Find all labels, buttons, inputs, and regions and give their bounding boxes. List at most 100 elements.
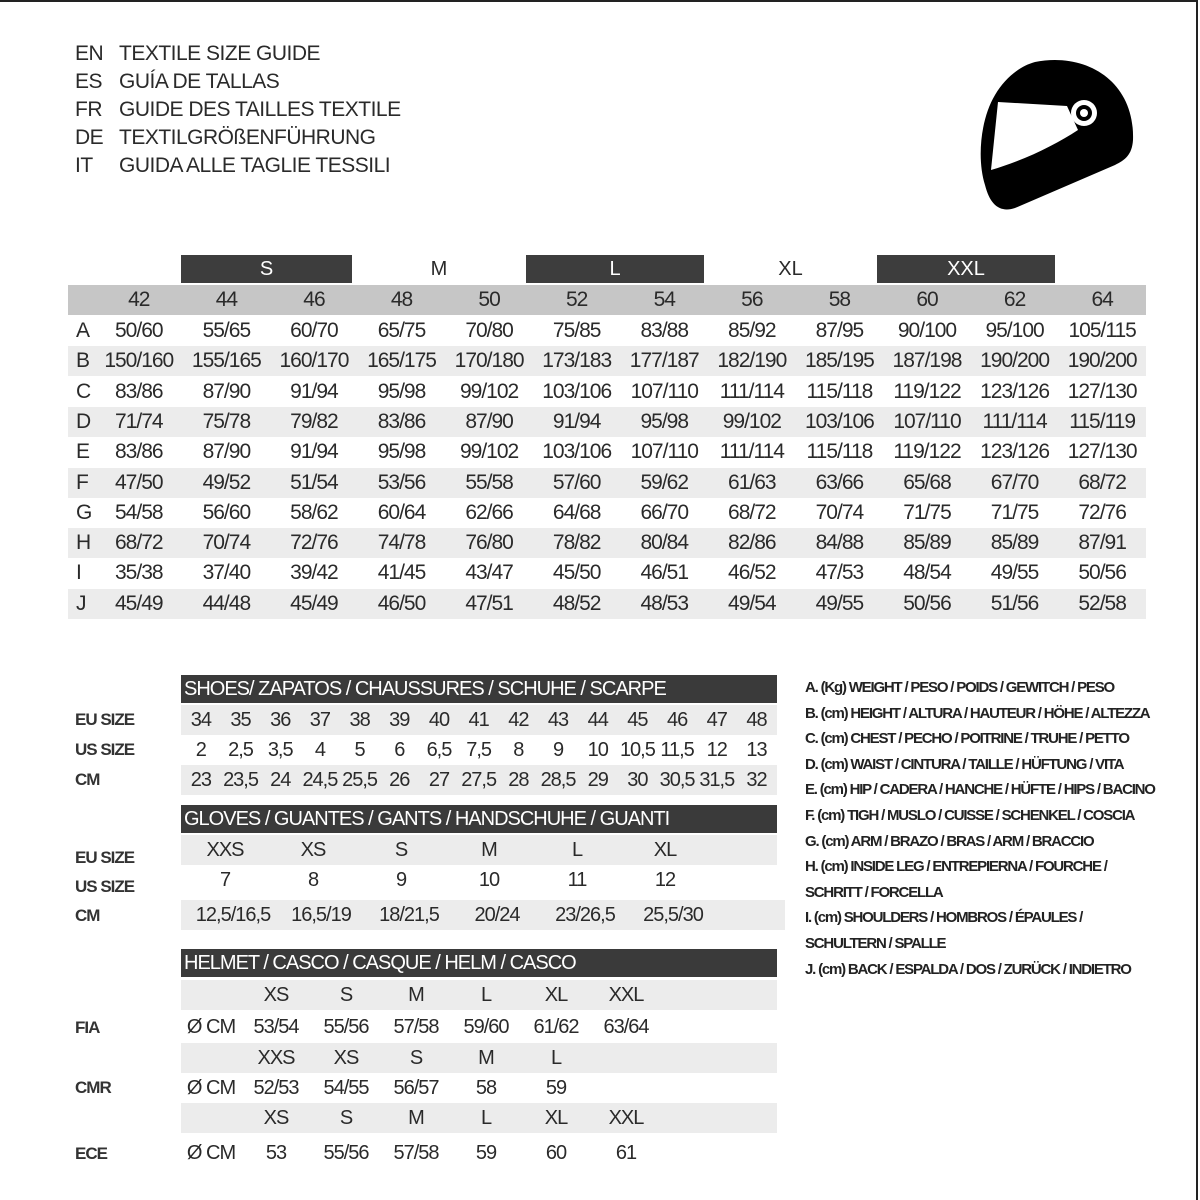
helmet-value: 56/57 (393, 1077, 439, 1099)
legend-line: J. (cm) BACK / ESPALDA / DOS / ZURÜCK / … (805, 960, 1132, 978)
legend-line: SCHULTERN / SPALLE (805, 934, 947, 952)
table-cell: 95/98 (640, 409, 689, 433)
table-cell: 119/122 (893, 379, 961, 403)
helmet-value: 55/56 (323, 1016, 369, 1038)
size-header: 60 (916, 288, 938, 311)
helmet-value: 57/58 (393, 1016, 439, 1038)
table-cell: 13 (746, 739, 767, 761)
gloves-row: XXS XS S M L XL (181, 835, 777, 865)
table-cell: 119/122 (893, 440, 961, 464)
table-cell: 84/88 (815, 531, 865, 555)
table-cell: 80/84 (640, 531, 689, 555)
title-text: GUIDA ALLE TAGLIE TESSILI (119, 154, 391, 177)
row-label: C (76, 379, 91, 403)
helmet-values-row: Ø CM 53 55/56 57/58 59 60 61 (181, 1138, 777, 1168)
table-cell: 173/183 (542, 349, 612, 373)
table-cell: 2 (195, 739, 207, 761)
table-cell: 64/68 (552, 500, 602, 524)
table-cell: 115/118 (806, 379, 874, 403)
spacer (181, 980, 241, 1010)
shoes-row: 34 35 36 37 38 39 40 41 42 43 44 45 46 47 48 (181, 705, 777, 735)
title-line: DE TEXTILGRÖßENFÜHRUNG (75, 124, 401, 152)
helmet-icon (980, 60, 1134, 210)
table-cell: 62/66 (465, 500, 514, 524)
table-cell: 35/38 (115, 561, 164, 585)
table-cell: 107/110 (630, 379, 699, 403)
size-header: 52 (566, 288, 588, 311)
table-cell: 10,5 (619, 739, 656, 761)
table-cell: 9 (552, 739, 564, 761)
size-header: 50 (478, 288, 500, 311)
helmet-value: 61 (615, 1142, 637, 1164)
row-label: F (76, 470, 89, 494)
shoes-row-label: US SIZE (75, 740, 135, 759)
helmet-size: XS (263, 1107, 290, 1129)
table-cell: 47/50 (115, 470, 164, 494)
title-text: GUIDE DES TAILLES TEXTILE (119, 98, 401, 121)
measurement-legend: A. (Kg) WEIGHT / PESO / POIDS / GEWITCH … (805, 675, 1156, 982)
table-cell: 30,5 (659, 769, 696, 791)
table-cell: 50/60 (115, 319, 164, 342)
size-header: 62 (1003, 288, 1026, 311)
table-cell: 24 (270, 769, 291, 791)
helmet-size: S (339, 984, 353, 1006)
helmet-value: 54/55 (323, 1077, 369, 1099)
table-cell: 47/53 (815, 561, 865, 585)
helmet-size: S (409, 1047, 423, 1069)
table-cell: 54/58 (115, 500, 164, 524)
language-code: EN (75, 42, 104, 65)
helmet-value: 53 (265, 1142, 287, 1164)
helmet-size: M (478, 1047, 495, 1069)
table-cell: 41/45 (377, 561, 427, 585)
size-header: 58 (828, 288, 851, 311)
table-cell: L (571, 839, 583, 861)
gloves-title: GLOVES / GUANTES / GANTS / HANDSCHUHE / … (181, 805, 777, 833)
table-cell: 87/90 (465, 409, 514, 433)
size-header: 44 (215, 288, 238, 311)
table-cell: 50/56 (903, 591, 952, 615)
table-cell: 23 (190, 769, 212, 791)
table-cell: 76/80 (465, 531, 514, 555)
table-cell: 67/70 (990, 470, 1040, 494)
table-cell: 87/90 (202, 440, 252, 464)
table-cell: 57/60 (552, 470, 602, 494)
table-row: C 83/86 87/90 91/94 95/98 99/102 103/106 107/11… (68, 377, 1146, 407)
table-cell: 41 (468, 709, 490, 731)
table-cell: 10 (587, 739, 609, 761)
helmet-value: 52/53 (253, 1077, 299, 1099)
table-cell: 18/21,5 (379, 904, 440, 926)
table-cell: 65/68 (903, 470, 952, 494)
table-cell: 55/58 (465, 470, 514, 494)
table-cell: 187/198 (892, 349, 963, 373)
table-row: B 150/160 155/165 160/170 165/175 170/180 173/… (68, 346, 1146, 377)
table-cell: S (394, 839, 408, 861)
gloves-row: 7 8 9 10 11 12 (181, 865, 777, 895)
helmet-size: XS (263, 984, 290, 1006)
title-text: TEXTILE SIZE GUIDE (119, 42, 321, 65)
table-cell: 150/160 (104, 349, 174, 373)
table-cell: 61/63 (728, 470, 777, 494)
table-cell: 95/98 (377, 379, 427, 403)
table-cell: 48/53 (640, 591, 689, 615)
table-cell: 60/64 (377, 500, 427, 524)
table-cell: 11,5 (660, 739, 694, 761)
table-cell: 75/78 (202, 409, 252, 433)
table-cell: 45/49 (115, 591, 164, 615)
table-row: D 71/74 75/78 79/82 83/86 87/90 91/94 95/98 99/1… (68, 406, 1146, 437)
helmet-value: 61/62 (533, 1016, 579, 1038)
language-code: FR (75, 98, 103, 121)
table-cell: 63/66 (815, 470, 865, 494)
table-cell: 160/170 (279, 349, 349, 373)
table-cell: 123/126 (980, 440, 1050, 464)
table-cell: 48/54 (903, 561, 952, 585)
size-header: 64 (1091, 288, 1113, 311)
table-cell: 90/100 (897, 319, 957, 342)
table-cell: 43 (547, 709, 569, 731)
table-cell: 107/110 (893, 409, 961, 433)
language-code: ES (75, 70, 103, 93)
table-cell: 59/62 (640, 470, 689, 494)
table-cell: 70/74 (815, 500, 865, 524)
helmet-size: L (480, 984, 492, 1006)
table-cell: 170/180 (454, 349, 525, 373)
table-cell: 45/49 (290, 591, 339, 615)
